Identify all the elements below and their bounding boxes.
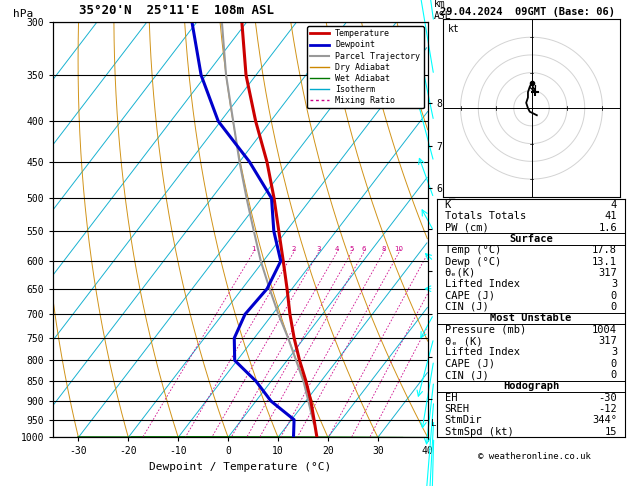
Text: LCL: LCL	[431, 419, 448, 428]
Text: Lifted Index: Lifted Index	[445, 279, 520, 289]
Text: 13.1: 13.1	[592, 257, 617, 267]
Text: CAPE (J): CAPE (J)	[445, 291, 494, 301]
Text: Temp (°C): Temp (°C)	[445, 245, 501, 255]
Text: Totals Totals: Totals Totals	[445, 211, 526, 221]
Text: 2: 2	[291, 246, 296, 252]
Text: 317: 317	[598, 268, 617, 278]
Text: 0: 0	[611, 359, 617, 369]
Text: CIN (J): CIN (J)	[445, 370, 488, 380]
Text: 8: 8	[381, 246, 386, 252]
Text: 6: 6	[362, 246, 366, 252]
Text: hPa: hPa	[13, 9, 33, 19]
Text: SREH: SREH	[445, 404, 470, 414]
Text: 3: 3	[316, 246, 321, 252]
Text: Most Unstable: Most Unstable	[490, 313, 572, 323]
Text: Surface: Surface	[509, 234, 553, 244]
Text: 29.04.2024  09GMT (Base: 06): 29.04.2024 09GMT (Base: 06)	[440, 7, 615, 17]
Text: 3: 3	[611, 279, 617, 289]
Text: CAPE (J): CAPE (J)	[445, 359, 494, 369]
Text: 317: 317	[598, 336, 617, 346]
Text: 1: 1	[251, 246, 255, 252]
Text: 0: 0	[611, 291, 617, 301]
Text: 5: 5	[349, 246, 353, 252]
Text: θₑ (K): θₑ (K)	[445, 336, 482, 346]
Text: Dewp (°C): Dewp (°C)	[445, 257, 501, 267]
Text: K: K	[445, 200, 451, 210]
Text: 4: 4	[335, 246, 339, 252]
Text: 17.8: 17.8	[592, 245, 617, 255]
Text: 0: 0	[611, 370, 617, 380]
Text: Lifted Index: Lifted Index	[445, 347, 520, 357]
Text: 1004: 1004	[592, 325, 617, 335]
Text: θₑ(K): θₑ(K)	[445, 268, 476, 278]
Text: PW (cm): PW (cm)	[445, 223, 488, 233]
Text: 15: 15	[604, 427, 617, 437]
Text: kt: kt	[448, 24, 460, 34]
Text: 41: 41	[604, 211, 617, 221]
X-axis label: Dewpoint / Temperature (°C): Dewpoint / Temperature (°C)	[150, 462, 331, 472]
Legend: Temperature, Dewpoint, Parcel Trajectory, Dry Adiabat, Wet Adiabat, Isotherm, Mi: Temperature, Dewpoint, Parcel Trajectory…	[307, 26, 423, 108]
Text: Hodograph: Hodograph	[503, 382, 559, 391]
Text: 3: 3	[611, 347, 617, 357]
Text: 344°: 344°	[592, 416, 617, 425]
Y-axis label: Mixing Ratio (g/kg): Mixing Ratio (g/kg)	[448, 174, 458, 285]
Text: Pressure (mb): Pressure (mb)	[445, 325, 526, 335]
Text: -30: -30	[598, 393, 617, 403]
Text: © weatheronline.co.uk: © weatheronline.co.uk	[478, 452, 591, 461]
Text: 35°20'N  25°11'E  108m ASL: 35°20'N 25°11'E 108m ASL	[79, 4, 274, 17]
Text: StmDir: StmDir	[445, 416, 482, 425]
Text: EH: EH	[445, 393, 457, 403]
Text: StmSpd (kt): StmSpd (kt)	[445, 427, 513, 437]
Text: 4: 4	[611, 200, 617, 210]
Text: 0: 0	[611, 302, 617, 312]
Text: -12: -12	[598, 404, 617, 414]
Text: 10: 10	[394, 246, 404, 252]
Text: km
ASL: km ASL	[434, 0, 452, 21]
Text: 1.6: 1.6	[598, 223, 617, 233]
Text: CIN (J): CIN (J)	[445, 302, 488, 312]
